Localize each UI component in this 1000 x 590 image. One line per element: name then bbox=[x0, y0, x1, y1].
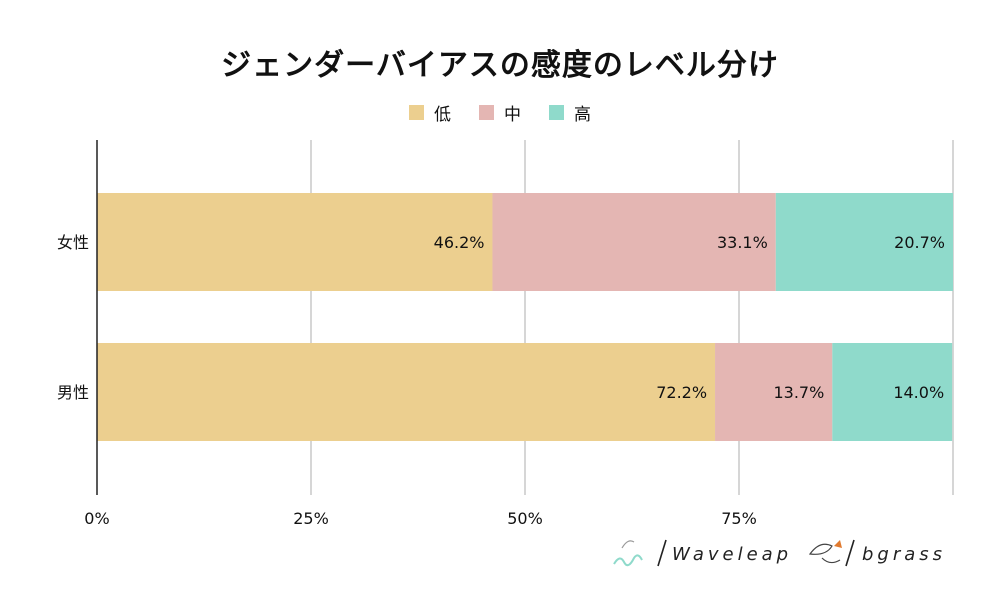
legend-swatch-mid bbox=[479, 105, 494, 120]
brand-logos-svg: Waveleap bgrass bbox=[613, 539, 946, 567]
legend-item-high: 高 bbox=[549, 100, 591, 125]
x-tick-label-25: 25% bbox=[293, 509, 329, 528]
x-tick-label-0: 0% bbox=[84, 509, 109, 528]
category-label-0: 女性 bbox=[57, 233, 89, 252]
legend-label-high: 高 bbox=[574, 105, 591, 125]
data-label-1-1: 13.7% bbox=[773, 383, 824, 402]
data-label-0-2: 20.7% bbox=[894, 233, 945, 252]
bgrass-logo-mark bbox=[808, 539, 855, 567]
bar-1-0 bbox=[97, 343, 716, 441]
legend-item-low: 低 bbox=[409, 100, 451, 125]
legend-label-low: 低 bbox=[434, 105, 451, 125]
chart-legend: 低 中 高 bbox=[0, 100, 1000, 125]
bar-0-1 bbox=[492, 193, 776, 291]
bar-1-1 bbox=[715, 343, 833, 441]
chart-title: ジェンダーバイアスの感度のレベル分け bbox=[221, 48, 779, 83]
bgrass-logo-text: bgrass bbox=[862, 544, 946, 565]
waveleap-logo-mark bbox=[613, 539, 667, 567]
data-label-0-0: 46.2% bbox=[434, 233, 485, 252]
data-label-1-0: 72.2% bbox=[656, 383, 707, 402]
waveleap-logo-text: Waveleap bbox=[672, 544, 792, 565]
legend-label-mid: 中 bbox=[504, 105, 521, 125]
brand-logos: Waveleap bgrass bbox=[608, 528, 988, 576]
legend-item-mid: 中 bbox=[479, 100, 521, 125]
legend-swatch-low bbox=[409, 105, 424, 120]
category-label-1: 男性 bbox=[57, 383, 89, 402]
x-tick-label-75: 75% bbox=[721, 509, 757, 528]
x-tick-label-50: 50% bbox=[507, 509, 543, 528]
data-label-1-2: 14.0% bbox=[893, 383, 944, 402]
bar-1-2 bbox=[832, 343, 953, 441]
data-label-0-1: 33.1% bbox=[717, 233, 768, 252]
legend-swatch-high bbox=[549, 105, 564, 120]
bar-0-0 bbox=[97, 193, 493, 291]
bar-0-2 bbox=[775, 193, 953, 291]
